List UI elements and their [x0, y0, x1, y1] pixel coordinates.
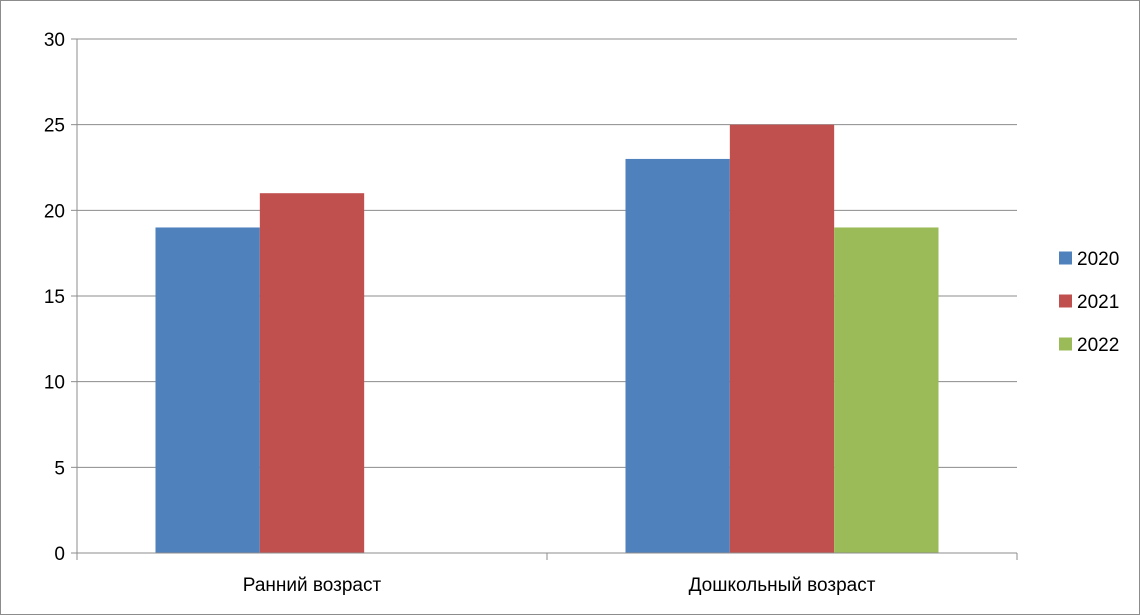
y-tick-label: 15 — [44, 287, 65, 308]
legend-swatch-2020 — [1059, 251, 1072, 265]
bar-2020-1 — [625, 158, 730, 553]
bar-2021-0 — [259, 193, 365, 553]
axes — [71, 38, 1018, 560]
legend-swatch-2021 — [1059, 294, 1072, 308]
legend-label-2021: 2021 — [1077, 292, 1119, 313]
legend-label-2022: 2022 — [1077, 335, 1119, 356]
y-tick-label: 0 — [54, 544, 65, 565]
bar-2021-1 — [729, 124, 835, 554]
x-category-labels: Ранний возраст Дошкольный возраст — [243, 575, 876, 596]
bar-2020-0 — [155, 227, 260, 553]
y-tick-label: 5 — [54, 458, 65, 479]
legend-label-2020: 2020 — [1077, 249, 1119, 270]
x-category-label: Ранний возраст — [243, 575, 382, 596]
y-tick-label: 25 — [44, 116, 65, 137]
x-category-label: Дошкольный возраст — [689, 575, 876, 596]
y-tick-label: 30 — [44, 30, 65, 51]
bar-2022-1 — [834, 227, 939, 553]
bars — [155, 124, 939, 554]
y-tick-labels: 0 5 10 15 20 25 30 — [44, 30, 65, 565]
legend: 2020 2021 2022 — [1059, 249, 1119, 356]
y-tick-label: 20 — [44, 201, 65, 222]
y-tick-label: 10 — [44, 373, 65, 394]
legend-swatch-2022 — [1059, 337, 1072, 351]
